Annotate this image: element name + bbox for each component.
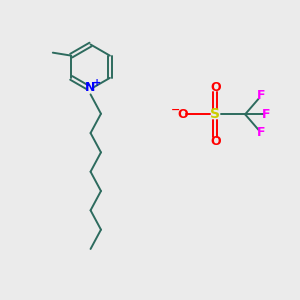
Text: F: F	[257, 89, 266, 102]
Text: S: S	[210, 107, 220, 121]
Text: O: O	[210, 135, 221, 148]
Text: O: O	[210, 81, 221, 94]
Text: +: +	[93, 77, 101, 88]
Text: N: N	[85, 81, 96, 94]
Text: F: F	[257, 126, 266, 139]
Text: −: −	[171, 105, 180, 115]
Text: O: O	[177, 108, 188, 121]
Text: F: F	[262, 108, 271, 121]
